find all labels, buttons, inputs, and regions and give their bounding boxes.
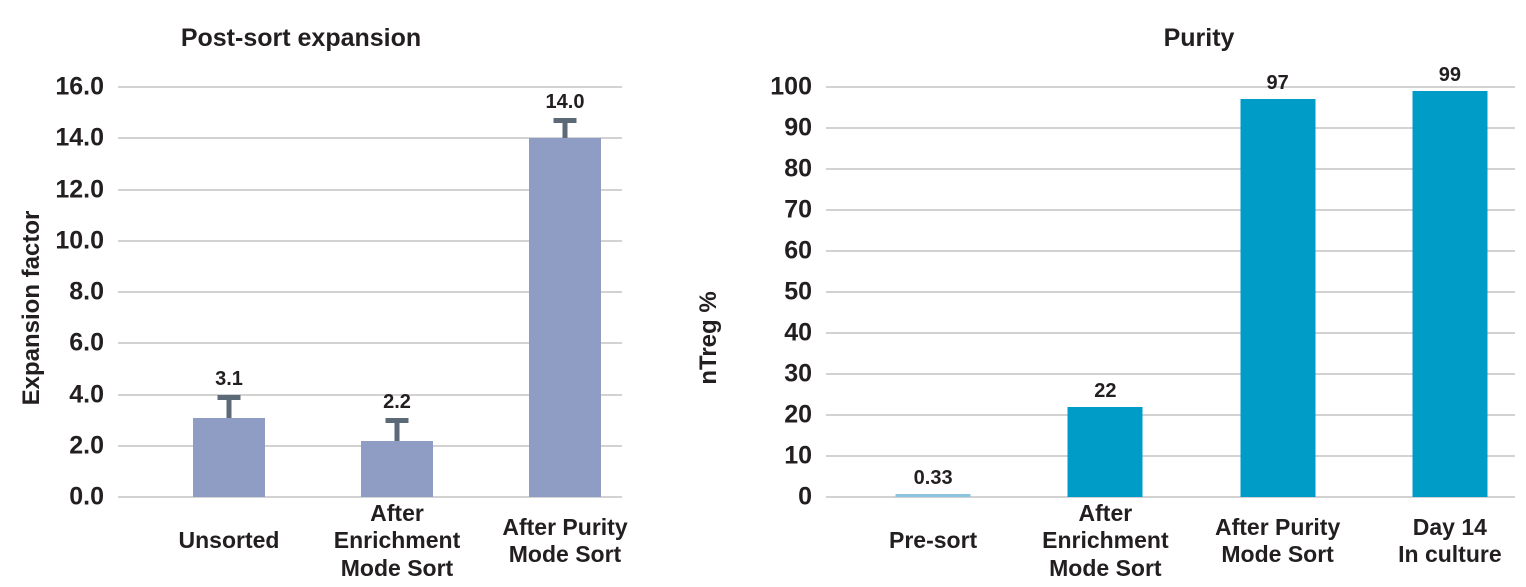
gridline — [826, 168, 1515, 170]
chart-title: Post-sort expansion — [180, 24, 422, 52]
plot-area: 0 10 20 30 40 50 60 70 80 90 100 0.33 Pre-sort 22 Afte… — [770, 65, 1515, 581]
y-tick-label: 10.0 — [55, 226, 104, 255]
chart-title: Purity — [1163, 24, 1235, 52]
y-tick-label: 30 — [784, 359, 812, 388]
gridline — [826, 496, 1515, 498]
gridline — [826, 291, 1515, 293]
bar-row: 3.1 Unsorted 2.2 After Enrichment Mode Sort… — [145, 87, 649, 581]
bar-slot: 2.2 After Enrichment Mode Sort — [313, 87, 481, 581]
y-axis-label: Expansion factor — [18, 210, 45, 406]
plot-area: 0.0 2.0 4.0 6.0 8.0 10.0 12.0 14.0 16.0 3.1 Unsort… — [55, 74, 627, 581]
gridline — [118, 291, 622, 293]
category-label-zone: Pre-sort — [813, 497, 1053, 585]
bar — [1412, 91, 1488, 497]
gridline — [118, 188, 622, 191]
bar — [1067, 406, 1143, 497]
category-label: Day 14 In culture — [1398, 513, 1502, 567]
category-label: Unsorted — [178, 527, 280, 554]
bar — [1240, 99, 1316, 497]
category-label: After Enrichment Mode Sort — [333, 500, 461, 581]
value-label: 3.1 — [215, 367, 243, 390]
gridline — [118, 342, 622, 345]
gridline — [826, 414, 1515, 416]
bar-slot: 99 Day 14 In culture — [1364, 65, 1526, 567]
y-tick-label: 14.0 — [55, 123, 104, 152]
gridline — [826, 86, 1515, 88]
value-label: 14.0 — [545, 90, 585, 113]
y-tick-label: 20 — [784, 400, 812, 429]
gridline — [118, 86, 622, 88]
y-tick-label: 6.0 — [69, 328, 104, 357]
gridline — [826, 127, 1515, 129]
y-axis-label: nTreg % — [695, 291, 722, 385]
value-label: 2.2 — [383, 390, 411, 413]
bar-slot: 0.33 Pre-sort — [847, 87, 1019, 553]
gridline — [826, 373, 1515, 375]
category-label-zone: After Purity Mode Sort — [445, 497, 685, 585]
value-label: 99 — [1438, 64, 1461, 87]
y-tick-label: 10 — [784, 441, 812, 470]
category-label: After Purity Mode Sort — [502, 513, 628, 567]
y-tick-label: 12.0 — [55, 175, 104, 203]
value-label: 22 — [1094, 379, 1117, 402]
y-tick-label: 4.0 — [69, 380, 104, 408]
error-bar-cap — [553, 117, 577, 123]
category-label: After Purity Mode Sort — [1215, 513, 1341, 567]
y-tick-label: 40 — [784, 318, 812, 347]
gridline — [826, 250, 1515, 252]
gridline — [118, 239, 622, 242]
gridline — [118, 393, 622, 396]
y-tick-label: 80 — [784, 154, 812, 183]
category-label-zone: Day 14 In culture — [1330, 497, 1526, 585]
bar-slot: 3.1 Unsorted — [145, 87, 313, 554]
value-label: 97 — [1266, 72, 1289, 95]
bar-slot: 97 After Purity Mode Sort — [1192, 73, 1364, 567]
category-label: Pre-sort — [889, 527, 978, 554]
bar — [193, 417, 265, 497]
category-label-zone: After Enrichment Mode Sort — [985, 497, 1225, 585]
bar — [529, 138, 601, 497]
error-bar-stem — [394, 417, 400, 441]
bar-row: 0.33 Pre-sort 22 After Enrichment Mode Sort… — [847, 65, 1526, 581]
y-tick-label: 0 — [798, 482, 812, 511]
category-label: After Enrichment Mode Sort — [1042, 500, 1169, 581]
error-bar-stem — [226, 394, 232, 418]
gridline — [826, 209, 1515, 211]
category-label-zone: After Enrichment Mode Sort — [277, 497, 517, 585]
y-tick-label: 0.0 — [69, 482, 104, 511]
bar — [895, 494, 971, 497]
bar — [361, 440, 433, 497]
y-tick-label: 16.0 — [55, 72, 104, 101]
gridline — [826, 455, 1515, 457]
bar-slot: 14.0 After Purity Mode Sort — [481, 87, 649, 567]
error-bar-cap — [385, 417, 409, 423]
y-tick-label: 8.0 — [69, 277, 104, 306]
y-tick-label: 100 — [770, 72, 812, 101]
y-tick-label: 50 — [784, 277, 812, 306]
y-tick-label: 2.0 — [69, 431, 104, 460]
category-label-zone: Unsorted — [109, 497, 349, 585]
error-bar-cap — [217, 394, 241, 400]
gridline — [118, 496, 622, 498]
category-label-zone: After Purity Mode Sort — [1158, 497, 1398, 585]
gridline — [118, 137, 622, 140]
y-tick-label: 90 — [784, 113, 812, 142]
error-bar-stem — [562, 117, 568, 139]
gridline — [826, 332, 1515, 334]
bar-slot: 22 After Enrichment Mode Sort — [1019, 87, 1191, 581]
y-tick-label: 70 — [784, 195, 812, 224]
value-label: 0.33 — [913, 467, 953, 489]
y-tick-label: 60 — [784, 236, 812, 265]
